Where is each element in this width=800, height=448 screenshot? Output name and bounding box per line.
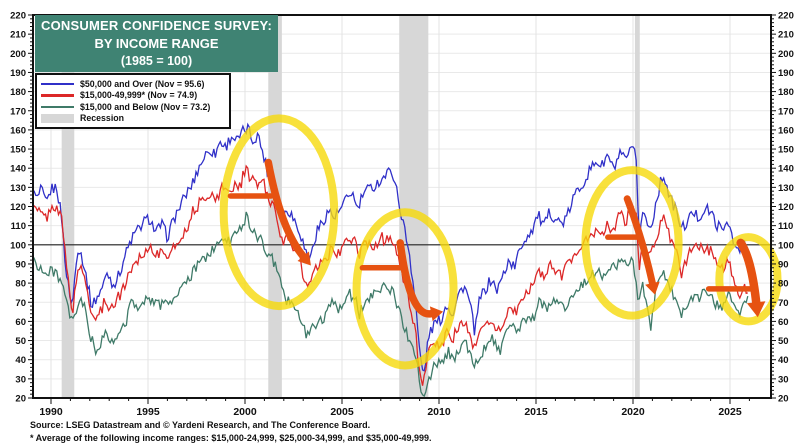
x-axis-label: 2005 xyxy=(330,406,354,418)
x-axis-label: 2000 xyxy=(233,406,257,418)
chart-title-box: CONSUMER CONFIDENCE SURVEY: BY INCOME RA… xyxy=(35,15,278,72)
trend-arrow xyxy=(623,195,656,287)
trend-arrow-head xyxy=(297,251,311,266)
y-axis-label-right: 180 xyxy=(778,87,794,98)
chart-title-line2: BY INCOME RANGE xyxy=(94,35,219,51)
y-axis-label-right: 190 xyxy=(778,68,794,79)
chart-title-line1: CONSUMER CONFIDENCE SURVEY: xyxy=(41,17,272,33)
legend-swatch-15k-and-below xyxy=(41,105,74,108)
y-axis-label-right: 160 xyxy=(778,125,794,136)
y-axis-label-left: 120 xyxy=(10,202,26,213)
trend-arrow xyxy=(264,158,307,261)
y-axis-label-left: 80 xyxy=(15,279,26,290)
trend-arrow xyxy=(396,239,435,318)
y-axis-label-right: 70 xyxy=(778,298,789,309)
legend-label: $15,000-49,999* (Nov = 74.9) xyxy=(80,90,198,101)
legend-swatch-15k-49k xyxy=(41,94,74,97)
y-axis-label-left: 130 xyxy=(10,183,26,194)
y-axis-label-right: 220 xyxy=(778,11,794,22)
y-axis-label-right: 210 xyxy=(778,30,794,41)
y-axis-label-left: 140 xyxy=(10,164,26,175)
highlighter-annotations xyxy=(219,114,782,370)
footnote-line: * Average of the following income ranges… xyxy=(30,433,432,443)
legend: $50,000 and Over (Nov = 95.6) $15,000-49,… xyxy=(35,73,231,129)
legend-item-50k-and-over: $50,000 and Over (Nov = 95.6) xyxy=(41,78,225,90)
legend-label: $50,000 and Over (Nov = 95.6) xyxy=(80,78,205,89)
y-axis-label-right: 60 xyxy=(778,317,789,328)
source-block: Source: LSEG Datastream and © Yardeni Re… xyxy=(30,419,432,445)
legend-swatch-recession xyxy=(41,113,74,123)
legend-item-15k-49k: $15,000-49,999* (Nov = 74.9) xyxy=(41,90,225,102)
y-axis-label-left: 90 xyxy=(15,259,26,270)
y-axis-label-left: 170 xyxy=(10,106,26,117)
series-line-15k-49k xyxy=(32,164,748,386)
chart-title-line3: (1985 = 100) xyxy=(120,53,193,68)
legend-label: Recession xyxy=(80,113,125,124)
y-axis-label-right: 90 xyxy=(778,259,789,270)
series-line-50k-and-over xyxy=(32,122,749,372)
y-axis-label-right: 170 xyxy=(778,106,794,117)
y-axis-label-left: 210 xyxy=(10,30,26,41)
x-axis-label: 2025 xyxy=(718,406,742,418)
y-axis-label-right: 100 xyxy=(778,240,794,251)
y-axis-label-left: 200 xyxy=(10,49,26,60)
y-axis-label-left: 160 xyxy=(10,125,26,136)
y-axis-label-left: 100 xyxy=(10,240,26,251)
highlighter-ellipse xyxy=(581,166,683,320)
series-line-15k-and-below xyxy=(32,211,749,398)
trend-arrow-head xyxy=(645,281,660,295)
y-axis-label-right: 40 xyxy=(778,355,789,366)
highlighter-ellipse xyxy=(352,208,458,370)
y-axis-label-left: 50 xyxy=(15,336,26,347)
recession-band xyxy=(399,15,429,398)
legend-item-15k-and-below: $15,000 and Below (Nov = 73.2) xyxy=(41,101,225,113)
source-line: Source: LSEG Datastream and © Yardeni Re… xyxy=(30,420,371,430)
trend-arrow xyxy=(736,238,761,307)
x-axis-label: 1995 xyxy=(136,406,160,418)
y-axis-label-left: 180 xyxy=(10,87,26,98)
x-axis-label: 2015 xyxy=(524,406,548,418)
highlighter-ellipse xyxy=(219,114,339,311)
y-axis-label-left: 150 xyxy=(10,145,26,156)
marker-annotations xyxy=(227,158,766,322)
y-axis-label-right: 130 xyxy=(778,183,794,194)
y-axis-label-left: 30 xyxy=(15,374,26,385)
trend-arrow-head xyxy=(746,301,766,318)
y-axis-label-right: 140 xyxy=(778,164,794,175)
y-axis-label-left: 220 xyxy=(10,11,26,22)
legend-swatch-50k-and-over xyxy=(41,82,74,85)
y-axis-label-left: 70 xyxy=(15,298,26,309)
y-axis-label-left: 20 xyxy=(15,394,26,405)
x-axis-label: 1990 xyxy=(39,406,63,418)
y-axis-label-right: 200 xyxy=(778,49,794,60)
x-axis-label: 2010 xyxy=(427,406,451,418)
y-axis-label-right: 30 xyxy=(778,374,789,385)
y-axis-label-right: 80 xyxy=(778,279,789,290)
y-axis-label-left: 110 xyxy=(11,221,26,232)
y-axis-label-left: 60 xyxy=(15,317,26,328)
y-axis-label-right: 110 xyxy=(778,221,793,232)
y-axis-label-right: 20 xyxy=(778,394,789,405)
y-axis-label-right: 50 xyxy=(778,336,789,347)
y-axis-label-left: 40 xyxy=(15,355,26,366)
highlighter-ellipse xyxy=(715,233,782,326)
trend-arrow-head xyxy=(429,306,444,322)
legend-item-recession: Recession xyxy=(41,113,225,125)
y-axis-label-left: 190 xyxy=(10,68,26,79)
y-axis-label-right: 120 xyxy=(778,202,794,213)
y-axis-label-right: 150 xyxy=(778,145,794,156)
x-axis-label: 2020 xyxy=(621,406,645,418)
legend-label: $15,000 and Below (Nov = 73.2) xyxy=(80,101,211,112)
